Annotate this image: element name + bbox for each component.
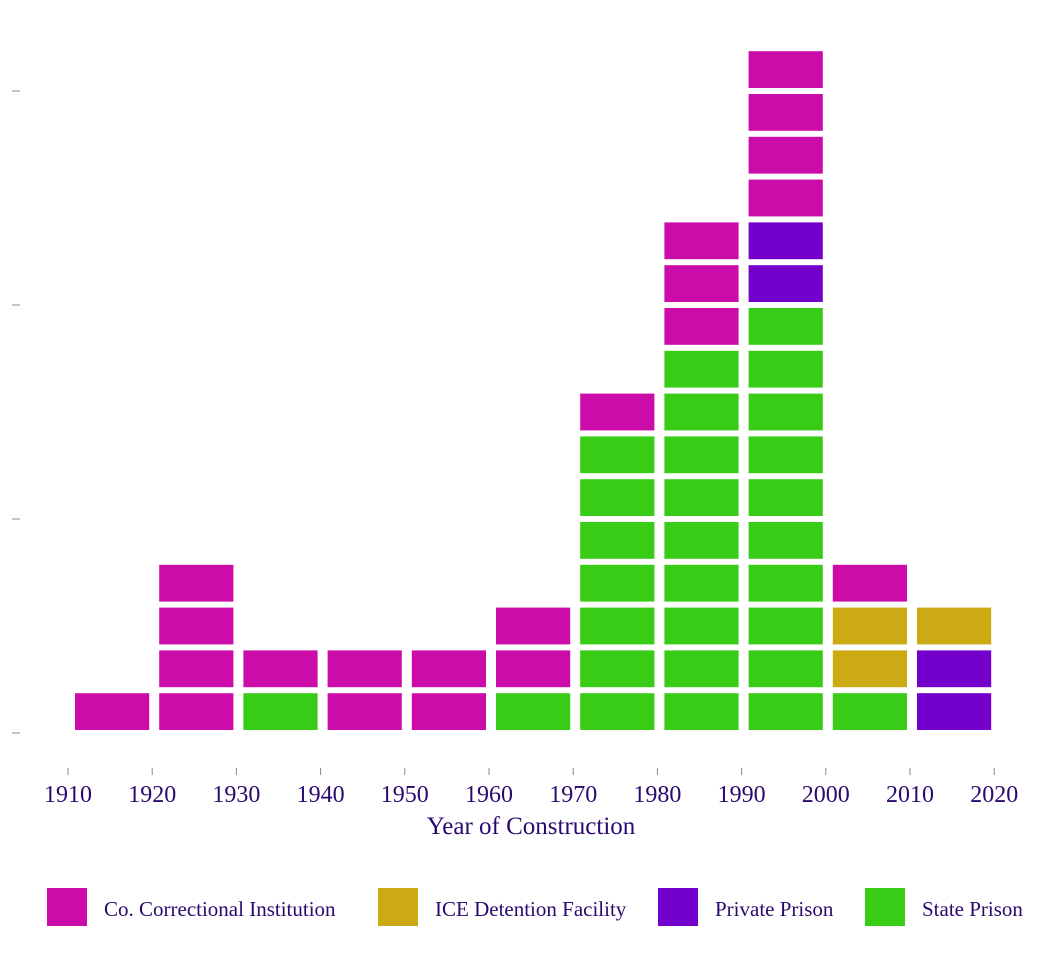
bar-block	[748, 136, 823, 174]
bar-block	[664, 693, 739, 730]
bar-block	[917, 607, 992, 645]
bar-block	[748, 179, 823, 217]
bar-block	[580, 522, 655, 559]
bar-block	[664, 436, 739, 474]
bar-block	[664, 564, 739, 602]
bar-block	[496, 650, 571, 688]
bar-block	[748, 350, 823, 388]
legend-label: ICE Detention Facility	[435, 897, 627, 921]
x-tick-label: 1970	[549, 782, 597, 808]
bar-blocks	[75, 51, 992, 730]
bar-block	[748, 436, 823, 474]
bar-block	[748, 522, 823, 559]
legend-label: State Prison	[922, 897, 1023, 921]
x-tick-label: 1980	[633, 782, 681, 808]
x-tick-label: 2020	[970, 782, 1018, 808]
bar-block	[748, 607, 823, 645]
legend-swatch	[47, 888, 87, 926]
legend-swatch	[658, 888, 698, 926]
x-axis-ticks: 1910 1920 1930 1940 1950 1960 1970 1980 1990 2000…	[44, 768, 1018, 808]
legend-swatch	[865, 888, 905, 926]
bar-block	[748, 51, 823, 88]
bar-block	[580, 436, 655, 474]
x-tick-label: 2010	[886, 782, 934, 808]
bar-block	[580, 393, 655, 431]
bar-block	[748, 564, 823, 602]
bar-block	[832, 650, 907, 688]
bar-block	[664, 393, 739, 431]
bar-block	[580, 693, 655, 730]
bar-block	[664, 265, 739, 302]
bar-block	[411, 693, 486, 730]
bar-block	[580, 650, 655, 688]
bar-block	[159, 650, 234, 688]
bar-block	[664, 222, 739, 260]
bar-block	[159, 607, 234, 645]
x-tick-label: 1940	[297, 782, 345, 808]
bar-block	[832, 693, 907, 730]
bar-block	[917, 693, 992, 730]
x-tick-label: 1990	[718, 782, 766, 808]
bar-block	[243, 650, 318, 688]
bar-block	[917, 650, 992, 688]
bar-block	[748, 479, 823, 516]
bar-block	[664, 479, 739, 516]
legend-label: Private Prison	[715, 897, 834, 921]
bar-block	[580, 564, 655, 602]
bar-block	[748, 308, 823, 345]
legend-item: Private Prison	[658, 888, 834, 926]
bar-block	[243, 693, 318, 730]
legend-label: Co. Correctional Institution	[104, 897, 336, 921]
bar-block	[580, 479, 655, 516]
x-tick-label: 1930	[212, 782, 260, 808]
y-axis-ticks	[12, 90, 20, 734]
bar-block	[664, 308, 739, 345]
x-tick-label: 2000	[802, 782, 850, 808]
bar-block	[748, 650, 823, 688]
bar-block	[75, 693, 150, 730]
legend-item: ICE Detention Facility	[378, 888, 627, 926]
bar-block	[496, 693, 571, 730]
x-tick-label: 1910	[44, 782, 92, 808]
bar-block	[832, 564, 907, 602]
bar-block	[664, 522, 739, 559]
bar-block	[327, 693, 402, 730]
x-tick-label: 1950	[381, 782, 429, 808]
bar-block	[748, 222, 823, 260]
bar-block	[748, 94, 823, 131]
bar-block	[664, 607, 739, 645]
legend-item: State Prison	[865, 888, 1023, 926]
legend: Co. Correctional Institution ICE Detentio…	[47, 888, 1023, 926]
legend-item: Co. Correctional Institution	[47, 888, 336, 926]
legend-swatch	[378, 888, 418, 926]
bar-block	[832, 607, 907, 645]
bar-block	[748, 693, 823, 730]
bar-block	[411, 650, 486, 688]
bar-block	[580, 607, 655, 645]
x-tick-label: 1920	[128, 782, 176, 808]
x-axis-title: Year of Construction	[427, 813, 636, 840]
bar-block	[748, 393, 823, 431]
bar-block	[664, 350, 739, 388]
bar-block	[327, 650, 402, 688]
bar-block	[664, 650, 739, 688]
bar-block	[748, 265, 823, 302]
x-tick-label: 1960	[465, 782, 513, 808]
bar-block	[496, 607, 571, 645]
bar-block	[159, 693, 234, 730]
bar-block	[159, 564, 234, 602]
